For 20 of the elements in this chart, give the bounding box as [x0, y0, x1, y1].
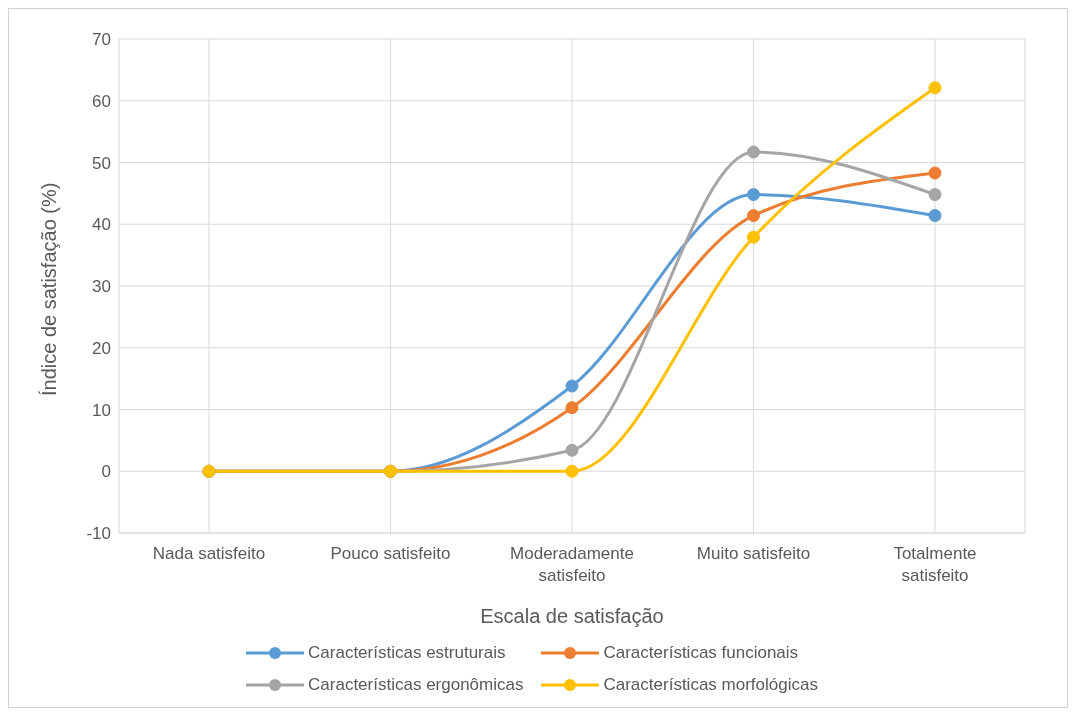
y-tick-label: 60 [92, 91, 111, 111]
y-tick-label: 50 [92, 153, 111, 173]
y-tick-label: 20 [92, 338, 111, 358]
legend-label: Características estruturais [308, 643, 506, 663]
y-axis-title: Índice de satisfação (%) [38, 182, 61, 396]
y-tick-label: 40 [92, 215, 111, 235]
x-tick-label: Totalmente satisfeito [893, 544, 977, 585]
y-tick-label: 30 [92, 277, 111, 297]
legend-label: Características morfológicas [603, 675, 818, 695]
x-tick-label: Moderadamente satisfeito [510, 544, 634, 585]
y-tick-label: -10 [86, 524, 111, 544]
x-axis-title: Escala de satisfação [480, 605, 664, 627]
x-tick-label: Nada satisfeito [152, 544, 266, 563]
y-tick-label: 0 [101, 462, 111, 482]
x-tick-label: Muito satisfeito [696, 544, 811, 563]
legend-label: Características funcionais [603, 643, 799, 663]
x-tick-label: Pouco satisfeito [330, 544, 451, 563]
y-tick-label: 10 [92, 400, 111, 420]
y-tick-label: 70 [92, 30, 111, 50]
legend-label: Características ergonômicas [308, 675, 524, 695]
